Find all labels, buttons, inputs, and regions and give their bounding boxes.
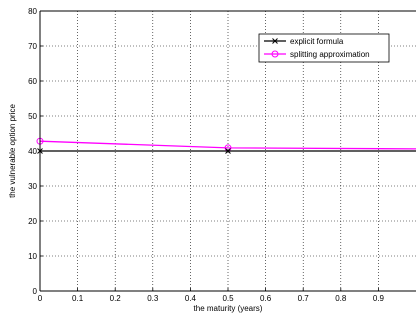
y-tick-label: 0 (33, 287, 38, 296)
y-tick-label: 40 (28, 147, 37, 156)
y-tick-label: 10 (28, 252, 37, 261)
legend-marker-explicit-formula (272, 38, 278, 44)
legend-marker-splitting-approximation (271, 50, 279, 58)
y-ticks: 0 10 20 30 40 50 60 70 80 (28, 7, 43, 296)
x-tick-label: 0.2 (110, 294, 122, 303)
x-ticks: 0 0.1 0.2 0.3 0.4 0.5 0.6 0.7 0.8 0.9 (38, 288, 385, 303)
legend-label-explicit-formula: explicit formula (290, 37, 344, 46)
x-tick-label: 0.8 (335, 294, 347, 303)
legend-label-splitting-approximation: splitting approximation (290, 50, 370, 59)
x-tick-label: 0 (38, 294, 43, 303)
x-axis-label: the maturity (years) (194, 304, 263, 313)
y-tick-label: 60 (28, 77, 37, 86)
x-tick-label: 0.5 (222, 294, 234, 303)
x-tick-label: 0.9 (373, 294, 385, 303)
x-tick-label: 0.3 (147, 294, 159, 303)
y-axis-label: the vulnerable option price (8, 104, 17, 198)
y-tick-label: 80 (28, 7, 37, 16)
x-tick-label: 0.1 (72, 294, 84, 303)
y-tick-label: 70 (28, 42, 37, 51)
series-line-splitting-approximation (39, 140, 416, 150)
x-tick-label: 0.6 (260, 294, 272, 303)
legend: explicit formula splitting approximation (258, 33, 390, 63)
legend-box (258, 33, 390, 63)
x-tick-label: 0.7 (298, 294, 310, 303)
data-point-explicit-formula (225, 148, 231, 154)
y-tick-label: 50 (28, 112, 37, 121)
y-tick-label: 20 (28, 217, 37, 226)
y-tick-label: 30 (28, 182, 37, 191)
x-tick-label: 0.4 (185, 294, 197, 303)
